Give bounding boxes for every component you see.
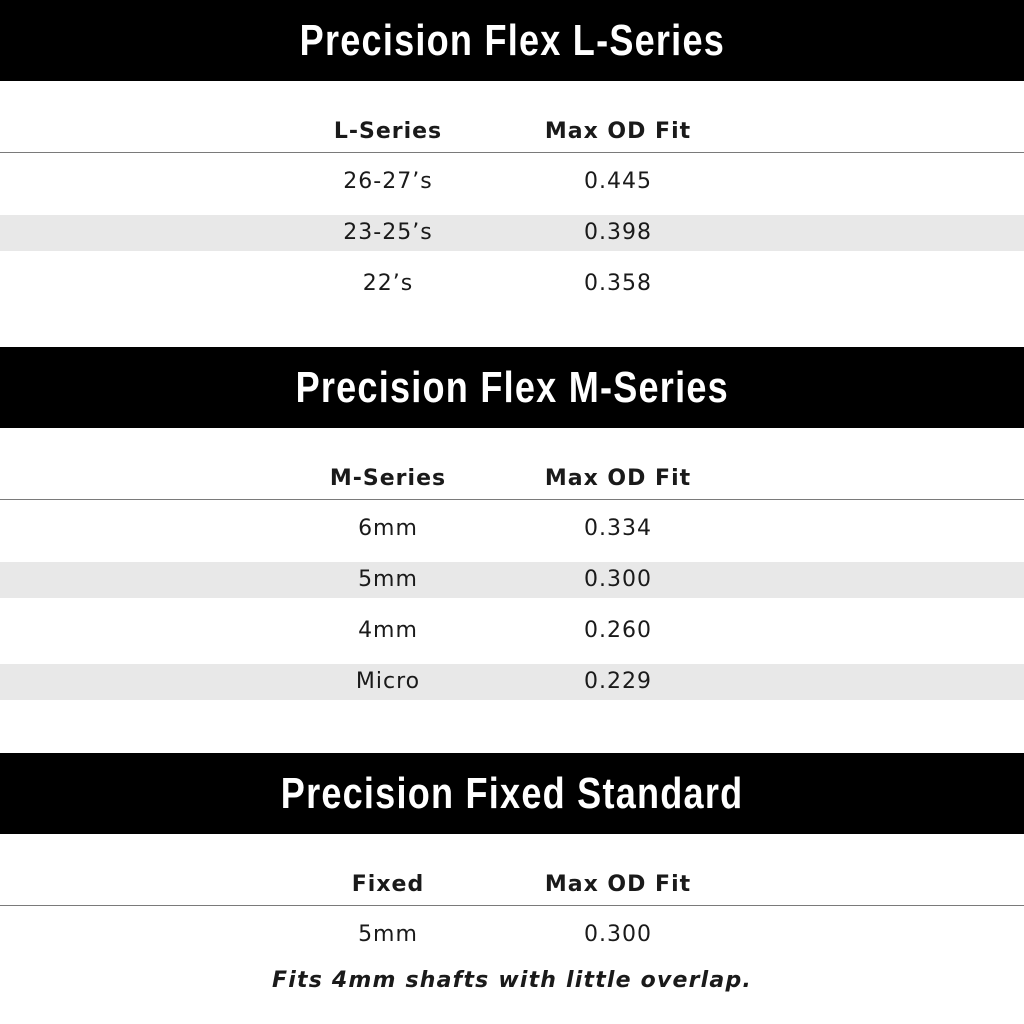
size-cell: 5mm: [358, 922, 418, 947]
max-od-cell: 0.300: [584, 567, 652, 592]
section-title: Precision Flex L-Series: [299, 15, 725, 65]
size-cell: 6mm: [358, 516, 418, 541]
table-row: 6mm 0.334: [0, 511, 1024, 547]
size-cell: 22’s: [362, 271, 414, 296]
section-header-bar: Precision Fixed Standard: [0, 753, 1024, 834]
section-header-bar: Precision Flex M-Series: [0, 347, 1024, 428]
column-header-max-od: Max OD Fit: [544, 872, 692, 897]
table-row: 5mm 0.300: [0, 917, 1024, 953]
column-header-max-od: Max OD Fit: [544, 466, 692, 491]
size-cell: 23-25’s: [343, 220, 433, 245]
max-od-cell: 0.445: [584, 169, 652, 194]
header-divider: [0, 499, 1024, 500]
section-title: Precision Flex M-Series: [295, 362, 729, 412]
size-cell: 5mm: [358, 567, 418, 592]
section-header-bar: Precision Flex L-Series: [0, 0, 1024, 81]
column-header-max-od: Max OD Fit: [544, 119, 692, 144]
max-od-cell: 0.260: [584, 618, 652, 643]
section-title: Precision Fixed Standard: [280, 768, 744, 818]
table-row: 5mm 0.300: [0, 562, 1024, 598]
header-divider: [0, 152, 1024, 153]
column-header-series: M-Series: [329, 466, 447, 491]
max-od-cell: 0.358: [584, 271, 652, 296]
table-row: 4mm 0.260: [0, 613, 1024, 649]
header-divider: [0, 905, 1024, 906]
table-row: Micro 0.229: [0, 664, 1024, 700]
size-cell: 26-27’s: [343, 169, 433, 194]
footnote: Fits 4mm shafts with little overlap.: [272, 968, 752, 993]
size-cell: 4mm: [358, 618, 418, 643]
max-od-cell: 0.334: [584, 516, 652, 541]
column-header-series: Fixed: [351, 872, 425, 897]
max-od-cell: 0.229: [584, 669, 652, 694]
max-od-cell: 0.398: [584, 220, 652, 245]
column-header-series: L-Series: [333, 119, 443, 144]
table-row: 26-27’s 0.445: [0, 164, 1024, 200]
table-row: 23-25’s 0.398: [0, 215, 1024, 251]
size-cell: Micro: [355, 669, 421, 694]
table-row: 22’s 0.358: [0, 266, 1024, 302]
max-od-cell: 0.300: [584, 922, 652, 947]
